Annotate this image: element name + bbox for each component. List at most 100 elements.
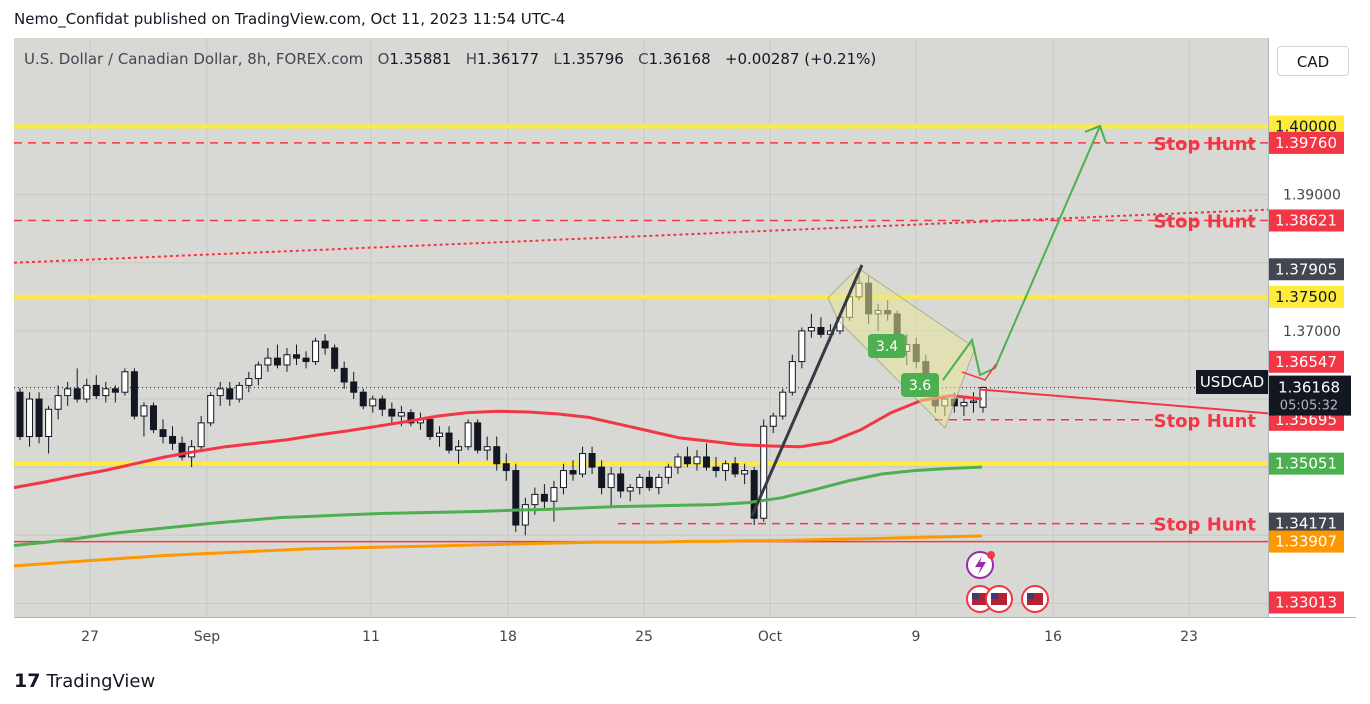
candle-body	[445, 432, 453, 451]
high-value: 1.36177	[477, 50, 540, 68]
candle-body	[388, 408, 396, 417]
stop-hunt-label-0: Stop Hunt	[1154, 134, 1257, 155]
candle-body	[26, 398, 34, 437]
price-tag-bg	[1269, 452, 1344, 475]
candle-body	[331, 347, 339, 369]
chart-plot-area[interactable]	[14, 38, 1268, 617]
candle-body	[741, 470, 749, 475]
candle-body	[102, 388, 110, 397]
us-flag-canton-2	[1027, 593, 1034, 599]
symbol-name: U.S. Dollar / Canadian Dollar, 8h, FOREX…	[24, 50, 364, 68]
price-tag-bg	[1269, 131, 1344, 154]
candle-body	[559, 470, 567, 489]
candle-body	[140, 405, 148, 417]
candle-body	[359, 391, 367, 407]
candle-body	[340, 367, 348, 383]
high-label: H	[465, 50, 478, 68]
candle-body	[426, 418, 434, 437]
candle-body	[254, 364, 262, 380]
candle-body	[750, 470, 758, 519]
candle-body	[722, 463, 730, 472]
candle-body	[35, 398, 43, 437]
candle-body	[598, 466, 606, 489]
footer-brand[interactable]: 17 TradingView	[14, 670, 155, 692]
candle-body	[45, 408, 53, 437]
candle-body	[455, 446, 463, 451]
candle-body	[617, 473, 625, 492]
badge-text-1: 3.6	[909, 378, 931, 394]
price-axis-tick: 1.39000	[1283, 188, 1341, 204]
impulse-line	[750, 264, 864, 517]
time-axis[interactable]	[14, 617, 1356, 656]
price-tag-label: 1.37905	[1275, 260, 1337, 278]
close-label: C	[638, 50, 649, 68]
badge-bg-1	[901, 373, 939, 397]
candle-body	[579, 453, 587, 475]
candle-body	[436, 432, 444, 437]
lightning-glyph-icon	[975, 556, 986, 575]
dotted-trendline	[13, 208, 1269, 264]
projection-arrowhead	[1084, 124, 1107, 144]
price-tag-bg	[1269, 350, 1344, 373]
candle-body	[798, 330, 806, 363]
price-tag-label: 1.33907	[1275, 533, 1337, 551]
candle-body	[502, 463, 510, 472]
candle-body	[674, 456, 682, 468]
price-tag-bg	[1269, 512, 1344, 535]
candle-body	[302, 357, 310, 363]
candle-body	[531, 493, 539, 506]
candle-body	[149, 405, 157, 431]
time-axis-tick: 25	[635, 629, 653, 645]
price-tag-label: 1.34171	[1275, 515, 1337, 533]
low-value: 1.35796	[561, 50, 624, 68]
candle-body	[321, 340, 329, 349]
candle-body	[159, 429, 167, 437]
candle-body	[83, 384, 91, 400]
price-tag-bg	[1269, 258, 1344, 281]
us-flag-canton-1	[991, 593, 998, 599]
ma-line-ema-red	[13, 394, 983, 490]
event-dot-icon	[987, 551, 995, 559]
last-price-value: 1.36168	[1278, 379, 1340, 397]
candle-body	[607, 473, 615, 489]
price-tag-label: 1.40000	[1275, 118, 1337, 136]
currency-button[interactable]: CAD	[1277, 46, 1349, 76]
stop-hunt-label-1: Stop Hunt	[1154, 211, 1257, 232]
ma-line-ema-green	[13, 465, 983, 547]
candle-body	[397, 412, 405, 417]
time-axis-tick: 9	[912, 629, 921, 645]
close-value: 1.36168	[648, 50, 711, 68]
candle-body	[569, 470, 577, 475]
candle-body	[483, 446, 491, 451]
candle-body	[760, 425, 768, 519]
time-axis-tick: 16	[1044, 629, 1062, 645]
time-axis-tick: 27	[81, 629, 99, 645]
candle-body	[636, 476, 644, 489]
candle-body	[645, 476, 653, 489]
candle-body	[64, 388, 72, 397]
publisher-header: Nemo_Confidat published on TradingView.c…	[14, 10, 566, 28]
price-tag-bg	[1269, 530, 1344, 553]
candle-body	[712, 466, 720, 472]
candle-body	[474, 422, 482, 451]
candle-body	[702, 456, 710, 468]
candle-body	[273, 357, 281, 366]
symbol-legend: U.S. Dollar / Canadian Dollar, 8h, FOREX…	[24, 50, 876, 68]
candle-body	[169, 435, 177, 444]
time-axis-tick: 23	[1180, 629, 1198, 645]
candle-body	[788, 361, 796, 393]
candle-body	[283, 354, 291, 366]
price-tag-bg	[1269, 591, 1344, 614]
us-flag-canton-0	[972, 593, 979, 599]
candle-body	[521, 504, 529, 526]
projection-line-red	[979, 388, 1269, 415]
candle-body	[464, 422, 472, 448]
stop-hunt-label-2: Stop Hunt	[1154, 411, 1257, 432]
badge-text-0: 3.4	[876, 339, 898, 355]
time-axis-tick: Sep	[194, 629, 221, 645]
candle-body	[111, 388, 119, 393]
last-price-tag-bg	[1269, 375, 1351, 416]
candle-body	[550, 487, 558, 502]
candle-body	[378, 398, 386, 410]
